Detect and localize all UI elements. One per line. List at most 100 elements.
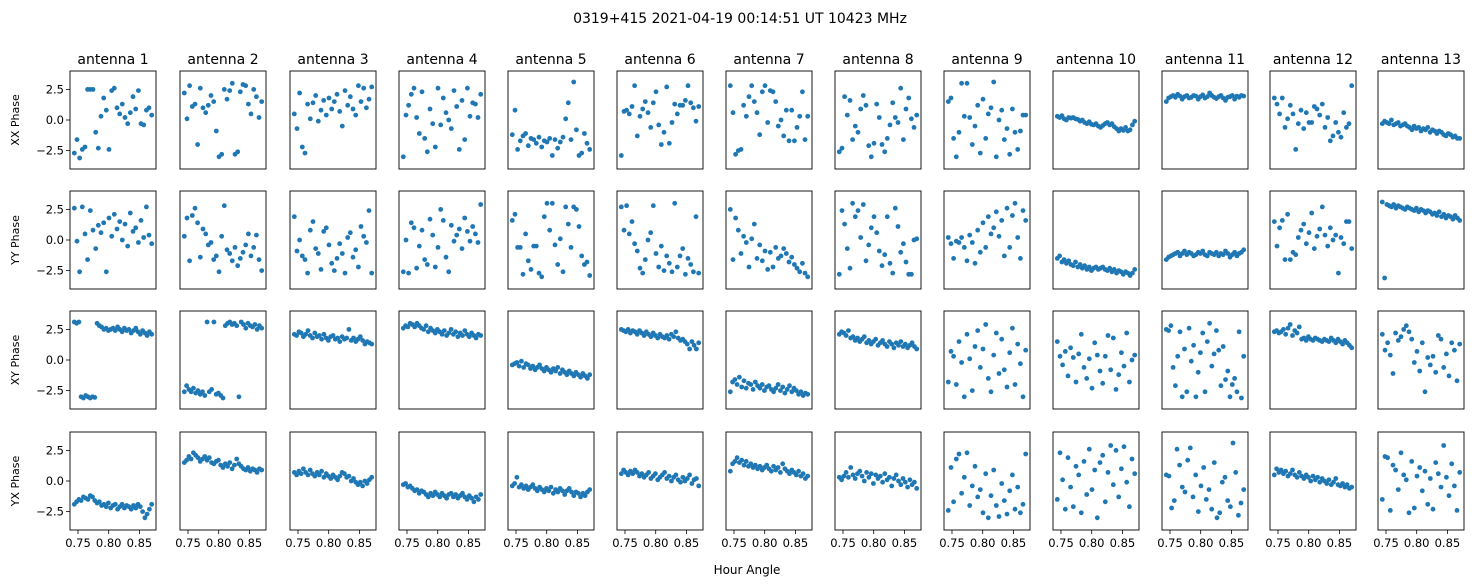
data-point bbox=[1427, 476, 1433, 481]
data-point bbox=[914, 346, 920, 352]
panel-yx-phase-antenna-4: 0.75 0.80 0.85 bbox=[394, 431, 486, 550]
data-point bbox=[1018, 128, 1023, 134]
data-point bbox=[364, 240, 369, 245]
data-point bbox=[441, 328, 447, 333]
data-point bbox=[184, 116, 190, 122]
data-point bbox=[1130, 122, 1135, 128]
figure-title: 0319+415 2021-04-19 00:14:51 UT 10423 MH… bbox=[573, 11, 907, 27]
data-point bbox=[421, 327, 427, 332]
data-point bbox=[189, 213, 195, 218]
data-point bbox=[732, 459, 738, 464]
data-point bbox=[972, 260, 978, 266]
data-point bbox=[1277, 111, 1282, 117]
data-point bbox=[618, 204, 624, 210]
column-title-antenna-9: antenna 9 bbox=[951, 52, 1022, 68]
data-point bbox=[1182, 489, 1188, 495]
data-point bbox=[678, 479, 683, 485]
data-point bbox=[98, 230, 104, 236]
data-point bbox=[454, 232, 460, 238]
data-point bbox=[993, 503, 999, 508]
data-point bbox=[781, 246, 787, 251]
axes-frame bbox=[507, 431, 595, 531]
data-point bbox=[741, 233, 746, 239]
axes-frame bbox=[1161, 431, 1249, 531]
data-point bbox=[1303, 241, 1309, 247]
data-point bbox=[90, 494, 95, 500]
data-point bbox=[549, 153, 555, 158]
axes-frame bbox=[834, 431, 922, 531]
data-point bbox=[1295, 235, 1301, 240]
data-point bbox=[316, 333, 322, 338]
data-point bbox=[1406, 510, 1412, 516]
data-point bbox=[890, 270, 896, 276]
data-point bbox=[802, 270, 808, 276]
data-point bbox=[525, 258, 531, 264]
data-point bbox=[307, 227, 313, 233]
data-point bbox=[1166, 328, 1171, 333]
data-point bbox=[1070, 355, 1076, 360]
data-point bbox=[137, 504, 143, 510]
data-point bbox=[1073, 379, 1079, 385]
panel-yx-phase-antenna-6: 0.75 0.80 0.85 bbox=[612, 431, 704, 550]
data-point bbox=[1401, 472, 1407, 478]
data-point bbox=[184, 457, 189, 463]
data-point bbox=[77, 155, 82, 161]
data-point bbox=[985, 214, 991, 220]
data-point bbox=[687, 472, 692, 478]
data-point bbox=[1338, 134, 1344, 140]
data-point bbox=[1340, 481, 1345, 486]
data-point bbox=[1084, 376, 1090, 381]
data-point bbox=[519, 358, 524, 364]
data-point bbox=[356, 264, 361, 270]
panel-xy-phase-antenna-7 bbox=[725, 310, 813, 410]
data-point bbox=[1187, 445, 1193, 451]
data-point bbox=[1061, 257, 1067, 262]
data-point bbox=[582, 493, 588, 499]
data-point bbox=[891, 345, 897, 351]
data-point bbox=[802, 137, 808, 142]
data-point bbox=[119, 237, 125, 243]
data-point bbox=[560, 134, 566, 140]
data-point bbox=[852, 123, 858, 129]
data-point bbox=[1398, 334, 1404, 340]
data-point bbox=[517, 245, 523, 250]
data-point bbox=[406, 270, 411, 276]
data-point bbox=[771, 463, 776, 469]
data-point bbox=[530, 363, 536, 369]
data-point bbox=[996, 371, 1002, 376]
data-point bbox=[243, 242, 249, 248]
data-point bbox=[1001, 367, 1007, 373]
data-point bbox=[874, 101, 880, 107]
data-point bbox=[312, 473, 318, 479]
data-point bbox=[991, 79, 997, 85]
data-point bbox=[106, 500, 111, 506]
data-point bbox=[684, 476, 690, 481]
panel-xy-phase-antenna-4 bbox=[398, 310, 486, 410]
data-point bbox=[243, 83, 249, 89]
data-point bbox=[557, 139, 563, 145]
axes-frame bbox=[943, 190, 1031, 290]
data-point bbox=[634, 470, 640, 475]
data-point bbox=[353, 112, 359, 118]
data-point bbox=[184, 383, 189, 389]
data-point bbox=[87, 208, 93, 213]
data-point bbox=[624, 107, 629, 113]
data-point bbox=[1066, 258, 1072, 264]
data-point bbox=[1182, 346, 1187, 352]
data-point bbox=[1219, 479, 1225, 485]
data-point bbox=[316, 472, 322, 478]
data-point bbox=[369, 474, 375, 480]
data-point bbox=[672, 101, 678, 107]
data-point bbox=[1285, 325, 1291, 331]
data-point bbox=[624, 203, 629, 209]
data-point bbox=[1089, 385, 1095, 391]
x-tick-label: 0.80 bbox=[643, 536, 669, 550]
data-point bbox=[757, 385, 763, 391]
data-point bbox=[147, 506, 152, 512]
data-point bbox=[871, 140, 877, 146]
data-point bbox=[1173, 383, 1178, 389]
data-point bbox=[1207, 320, 1212, 326]
data-point bbox=[732, 377, 738, 382]
data-point bbox=[1202, 389, 1208, 395]
data-point bbox=[1414, 205, 1419, 211]
